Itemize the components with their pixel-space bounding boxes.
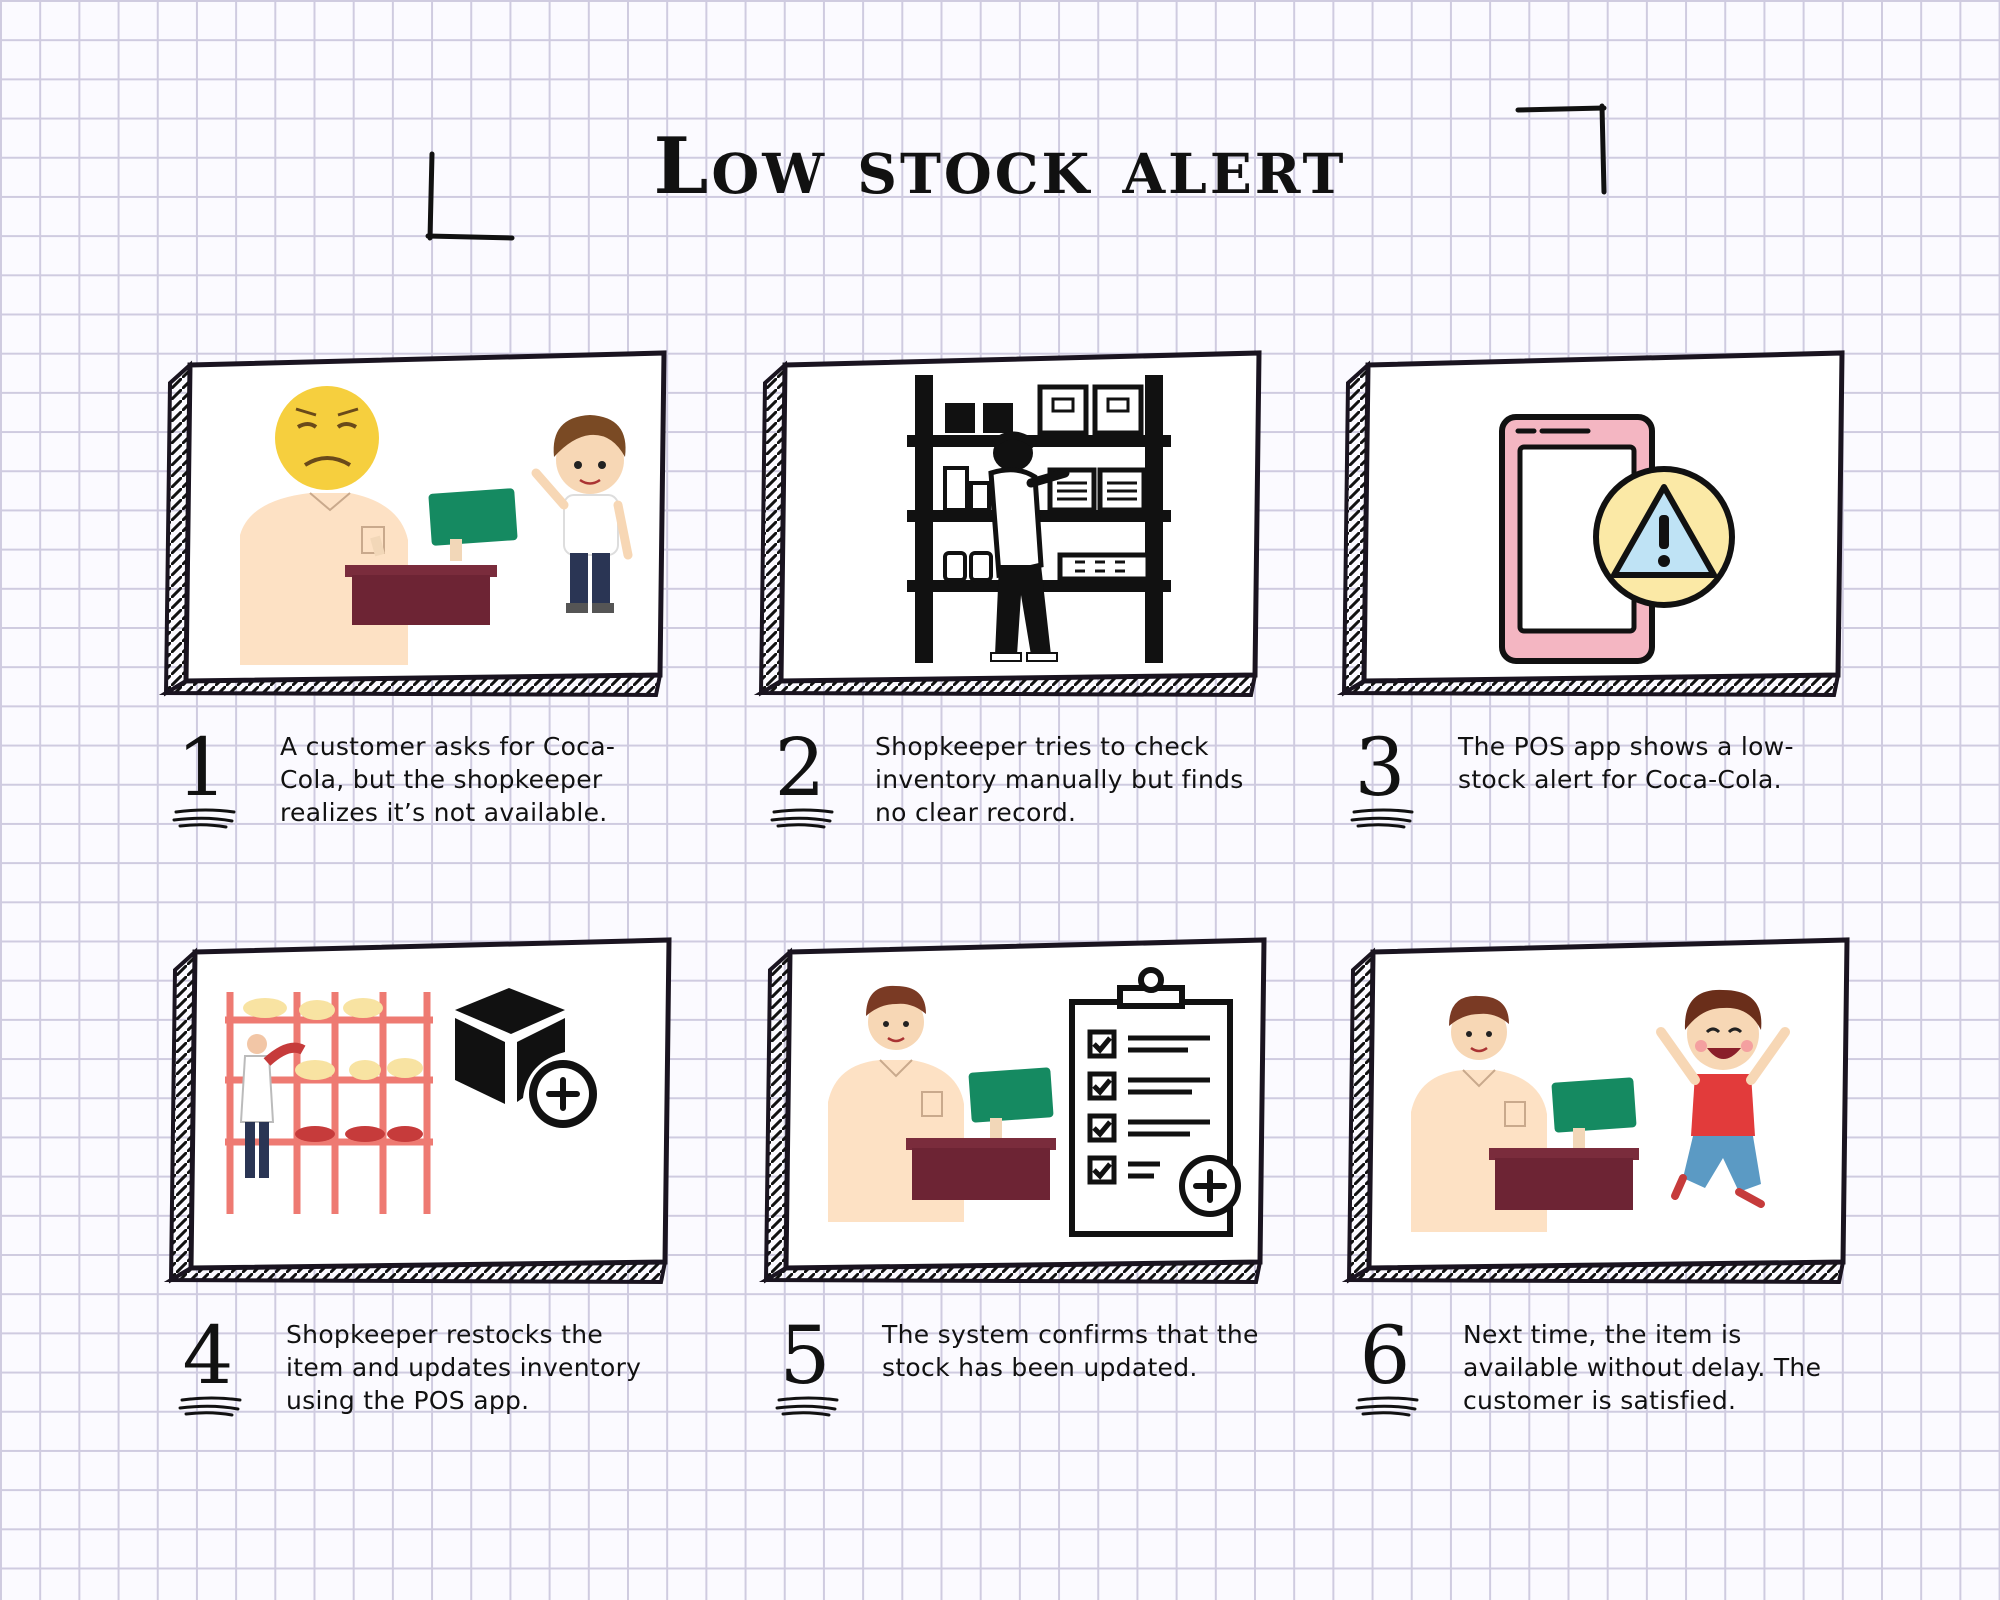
corner-bracket-right — [1515, 103, 1607, 195]
step-4-number: 4 — [182, 1309, 234, 1402]
phone-alert-illustration — [1499, 414, 1735, 664]
page-title: Low stock alert — [653, 121, 1347, 212]
happy-customer-illustration — [1411, 989, 1790, 1232]
step-2-panel — [753, 345, 1275, 705]
step-1-caption: A customer asks for Coca-Cola, but the s… — [280, 732, 616, 827]
step-4-underline — [178, 1396, 242, 1417]
monitor-icon — [1551, 1077, 1637, 1148]
step-1-panel — [158, 345, 680, 705]
confirm-illustration — [828, 967, 1241, 1237]
step-3-underline — [1350, 808, 1414, 829]
phone-icon — [1499, 414, 1655, 664]
step-5-underline — [775, 1396, 839, 1417]
step-5-number: 5 — [779, 1309, 831, 1402]
step-1-number: 1 — [176, 721, 228, 814]
sad-customer-illustration — [240, 386, 633, 665]
worker-icon — [239, 1034, 306, 1178]
step-2-underline — [770, 808, 834, 829]
child-icon — [531, 415, 633, 613]
add-box-icon — [455, 988, 597, 1128]
worker-icon — [988, 431, 1070, 662]
sad-face-icon — [275, 386, 379, 490]
step-3-caption: The POS app shows a low-stock alert for … — [1458, 732, 1794, 794]
step-5-caption: The system confirms that the stock has b… — [882, 1320, 1259, 1382]
step-3-number: 3 — [1354, 721, 1406, 814]
checklist-icon — [1069, 967, 1241, 1237]
step-2-number: 2 — [774, 721, 826, 814]
corner-bracket-left — [425, 151, 515, 241]
step-6-panel — [1341, 932, 1863, 1292]
step-6-underline — [1355, 1396, 1419, 1417]
warning-icon — [1593, 466, 1735, 608]
step-2-caption: Shopkeeper tries to check inventory manu… — [875, 732, 1244, 827]
monitor-icon — [370, 488, 518, 561]
step-4-caption: Shopkeeper restocks the item and updates… — [286, 1320, 642, 1415]
restock-illustration — [225, 988, 597, 1214]
step-1-underline — [172, 808, 236, 829]
step-6-number: 6 — [1359, 1309, 1411, 1402]
step-4-panel — [163, 932, 685, 1292]
step-3-panel — [1336, 345, 1858, 705]
happy-child-icon — [1656, 989, 1790, 1208]
monitor-icon — [968, 1067, 1054, 1138]
step-6-caption: Next time, the item is available without… — [1463, 1320, 1822, 1415]
shelves-illustration — [907, 375, 1171, 663]
step-5-panel — [758, 932, 1280, 1292]
